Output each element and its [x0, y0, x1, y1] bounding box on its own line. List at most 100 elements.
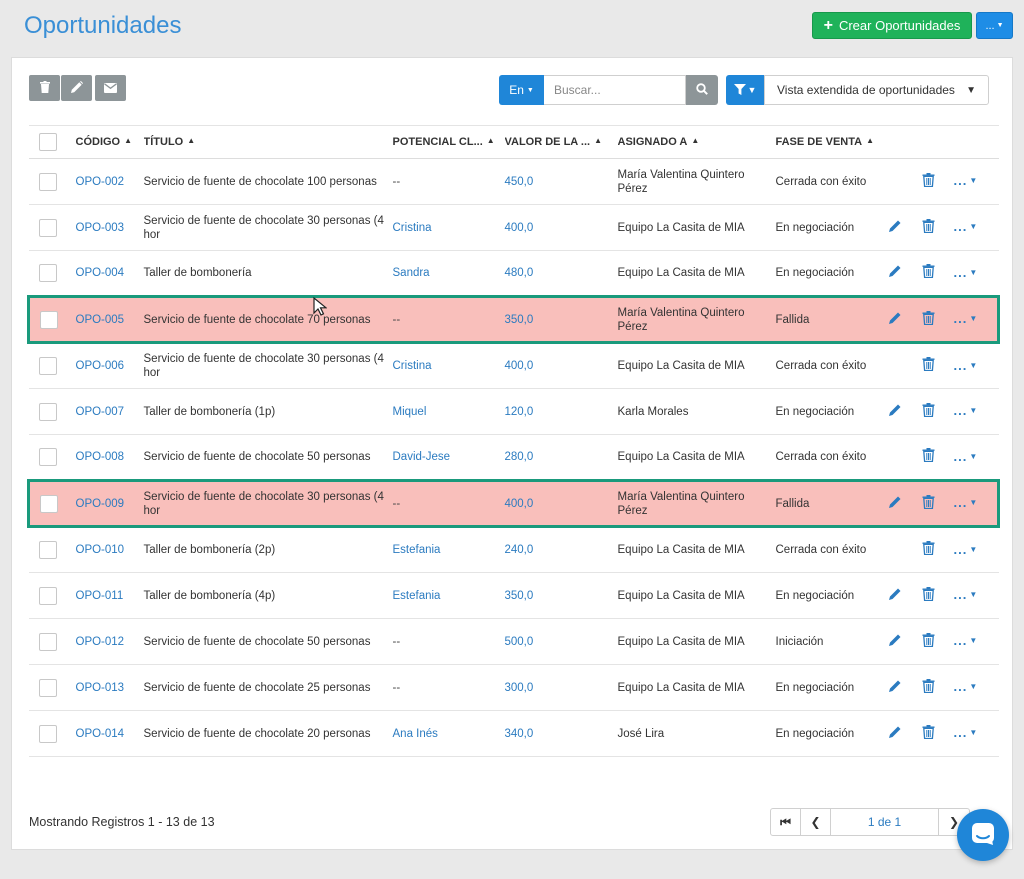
trash-icon[interactable]	[922, 310, 940, 329]
trash-icon[interactable]	[922, 172, 940, 191]
opportunity-value[interactable]: 300,0	[504, 681, 534, 694]
table-row[interactable]: OPO-007 Taller de bombonería (1p) Miquel 12…	[28, 388, 999, 435]
row-checkbox[interactable]	[38, 586, 57, 605]
trash-icon[interactable]	[922, 218, 940, 237]
trash-icon[interactable]	[922, 494, 940, 513]
opportunity-code-link[interactable]: OPO-009	[75, 497, 125, 510]
next-page-button[interactable]: ❯	[939, 809, 969, 835]
chat-widget-button[interactable]	[957, 809, 1009, 861]
opportunity-value[interactable]: 400,0	[504, 221, 534, 234]
row-more-menu[interactable]: ... ▼	[953, 725, 979, 740]
client-link[interactable]: Sandra	[392, 267, 430, 279]
row-checkbox[interactable]	[38, 172, 57, 191]
client-link[interactable]: Cristina	[392, 360, 432, 372]
column-header-client[interactable]: POTENCIAL CL... ▲	[392, 125, 505, 159]
column-header-code[interactable]: CÓDIGO ▲	[75, 125, 144, 159]
row-checkbox[interactable]	[38, 448, 57, 466]
pencil-icon[interactable]	[888, 264, 906, 282]
bulk-email-button[interactable]	[95, 75, 126, 101]
opportunity-value[interactable]: 480,0	[504, 267, 534, 279]
pencil-icon[interactable]	[888, 587, 906, 605]
filter-button[interactable]: ▼	[726, 75, 764, 105]
column-header-assigned[interactable]: ASIGNADO A ▲	[617, 125, 776, 159]
row-checkbox[interactable]	[38, 678, 57, 697]
trash-icon[interactable]	[922, 632, 940, 651]
table-row[interactable]: OPO-004 Taller de bombonería Sandra 480,0 Eq…	[28, 250, 999, 297]
first-page-button[interactable]: ⏮	[771, 809, 801, 835]
opportunity-code-link[interactable]: OPO-002	[75, 175, 125, 188]
trash-icon[interactable]	[922, 357, 940, 375]
column-header-title[interactable]: TÍTULO ▲	[143, 125, 393, 159]
row-more-menu[interactable]: ... ▼	[953, 541, 979, 557]
opportunity-value[interactable]: 280,0	[504, 451, 534, 463]
view-selector[interactable]: Vista extendida de oportunidades ▼	[764, 75, 989, 105]
opportunity-value[interactable]: 120,0	[504, 405, 534, 418]
pencil-icon[interactable]	[888, 679, 906, 697]
row-checkbox[interactable]	[38, 541, 57, 559]
opportunity-value[interactable]: 500,0	[504, 635, 534, 648]
opportunity-code-link[interactable]: OPO-010	[75, 544, 125, 556]
opportunity-value[interactable]: 400,0	[504, 360, 534, 372]
pencil-icon[interactable]	[888, 725, 906, 743]
pencil-icon[interactable]	[888, 219, 906, 237]
trash-icon[interactable]	[922, 586, 940, 605]
opportunity-code-link[interactable]: OPO-013	[75, 681, 125, 694]
opportunity-code-link[interactable]: OPO-011	[75, 589, 124, 602]
search-button[interactable]	[686, 75, 718, 105]
table-row[interactable]: OPO-002 Servicio de fuente de chocolate 1…	[28, 158, 999, 205]
opportunity-code-link[interactable]: OPO-006	[75, 360, 125, 372]
client-link[interactable]: David-Jese	[392, 451, 451, 463]
trash-icon[interactable]	[922, 448, 940, 466]
opportunity-value[interactable]: 350,0	[504, 589, 534, 602]
trash-icon[interactable]	[922, 724, 940, 743]
opportunity-code-link[interactable]: OPO-014	[75, 727, 125, 740]
table-row[interactable]: OPO-014 Servicio de fuente de chocolate 2…	[28, 710, 999, 757]
table-row[interactable]: OPO-012 Servicio de fuente de chocolate 5…	[28, 618, 999, 665]
opportunity-code-link[interactable]: OPO-007	[75, 405, 125, 418]
row-more-menu[interactable]: ... ▼	[953, 403, 979, 418]
row-more-menu[interactable]: ... ▼	[953, 495, 979, 510]
select-all-checkbox[interactable]	[38, 133, 57, 151]
search-scope-dropdown[interactable]: En ▼	[499, 75, 544, 105]
more-options-button[interactable]: ... ▼	[976, 12, 1013, 39]
opportunity-value[interactable]: 340,0	[504, 727, 534, 740]
row-checkbox[interactable]	[38, 264, 57, 282]
row-more-menu[interactable]: ... ▼	[953, 679, 979, 694]
opportunity-code-link[interactable]: OPO-008	[75, 451, 125, 463]
row-checkbox[interactable]	[40, 310, 58, 329]
opportunity-code-link[interactable]: OPO-012	[75, 635, 125, 648]
table-row[interactable]: OPO-013 Servicio de fuente de chocolate 2…	[28, 664, 999, 711]
bulk-delete-button[interactable]	[29, 75, 60, 101]
table-row[interactable]: OPO-009 Servicio de fuente de chocolate 3…	[27, 479, 1000, 528]
create-opportunity-button[interactable]: + Crear Oportunidades	[812, 12, 972, 39]
client-link[interactable]: Ana Inés	[392, 727, 438, 740]
pencil-icon[interactable]	[888, 495, 906, 513]
trash-icon[interactable]	[922, 402, 940, 421]
opportunity-code-link[interactable]: OPO-003	[75, 221, 125, 234]
search-input[interactable]	[544, 75, 686, 105]
opportunity-code-link[interactable]: OPO-004	[75, 267, 125, 279]
pencil-icon[interactable]	[888, 633, 906, 651]
table-row[interactable]: OPO-006 Servicio de fuente de chocolate 3…	[28, 342, 999, 389]
bulk-edit-button[interactable]	[61, 75, 92, 101]
row-more-menu[interactable]: ... ▼	[953, 219, 979, 234]
row-checkbox[interactable]	[38, 724, 57, 743]
client-link[interactable]: Cristina	[392, 221, 432, 234]
row-checkbox[interactable]	[40, 494, 58, 513]
table-row[interactable]: OPO-003 Servicio de fuente de chocolate 3…	[28, 204, 999, 251]
column-header-value[interactable]: VALOR DE LA ... ▲	[504, 125, 618, 159]
row-checkbox[interactable]	[38, 357, 57, 375]
client-link[interactable]: Miquel	[392, 405, 427, 418]
pencil-icon[interactable]	[888, 311, 906, 329]
row-more-menu[interactable]: ... ▼	[953, 173, 979, 188]
row-more-menu[interactable]: ... ▼	[953, 311, 979, 326]
table-row[interactable]: OPO-011 Taller de bombonería (4p) Estefani…	[28, 572, 999, 619]
row-more-menu[interactable]: ... ▼	[953, 448, 979, 464]
prev-page-button[interactable]: ❮	[801, 809, 831, 835]
row-checkbox[interactable]	[38, 218, 57, 237]
column-header-stage[interactable]: FASE DE VENTA ▲	[775, 125, 888, 159]
opportunity-value[interactable]: 240,0	[504, 544, 534, 556]
row-more-menu[interactable]: ... ▼	[953, 357, 979, 373]
trash-icon[interactable]	[922, 678, 940, 697]
client-link[interactable]: Estefania	[392, 589, 441, 602]
